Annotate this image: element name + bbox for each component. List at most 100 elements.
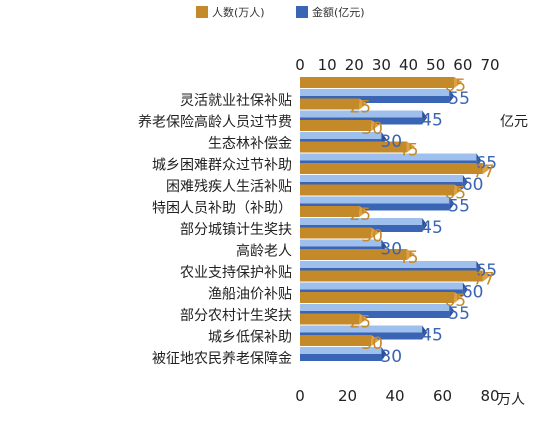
value-label-people: 30 [361, 334, 383, 354]
top-tick-label: 40 [399, 56, 418, 74]
bar-people-tip [454, 292, 463, 303]
bar-amount-tip [449, 304, 455, 318]
category-label: 养老保险高龄人员过节费 [138, 114, 292, 131]
value-label-amount: 45 [421, 218, 443, 238]
value-labels: 6555254530304565776065552545303045657760… [349, 76, 497, 367]
bar-amount [300, 96, 450, 103]
bar-amount-tip [422, 325, 428, 340]
bottom-tick-label: 20 [338, 387, 357, 405]
bar-people [300, 227, 372, 239]
bar-amount-tip [462, 175, 468, 189]
bar-amount-tip [422, 110, 428, 125]
bar-people-tip [482, 270, 491, 282]
legend-label-0: 人数(万人) [212, 6, 265, 19]
bar-amount [300, 354, 382, 361]
category-label: 特困人员补助（补助） [152, 201, 292, 217]
bar-people [300, 163, 483, 174]
top-tick-label: 60 [453, 56, 472, 74]
value-label-amount: 65 [475, 154, 497, 174]
bar-people [300, 77, 455, 88]
category-label: 部分农村计生奖扶 [180, 307, 292, 324]
value-label-amount: 55 [448, 89, 470, 109]
bar-people-tip [359, 313, 368, 325]
bar-people-tip [359, 206, 368, 217]
category-label: 渔船油价补贴 [208, 287, 292, 303]
category-labels: 灵活就业社保补贴养老保险高龄人员过节费生态林补偿金城乡困难群众过节补助困难残疾人… [138, 93, 292, 367]
bar-people [300, 313, 360, 325]
bar-people [300, 292, 455, 303]
bar-amount-tip [422, 218, 428, 232]
bar-amount-highlight [300, 218, 423, 225]
category-label: 城乡困难群众过节补助 [152, 158, 292, 174]
bar-people [300, 335, 372, 346]
bar-amount-highlight [300, 110, 423, 118]
bar-amount-highlight [300, 239, 382, 247]
value-label-people: 65 [444, 76, 466, 96]
bar-amount-tip [449, 196, 455, 211]
top-axis-unit-label: 亿元 [500, 114, 528, 130]
bar-amount-highlight [300, 175, 463, 182]
bar-people-tip [371, 335, 380, 346]
bar-amount-highlight [300, 153, 477, 161]
bar-amount-highlight [300, 89, 450, 96]
bottom-axis-unit-label: 万人 [497, 392, 525, 408]
value-label-people: 25 [349, 313, 371, 333]
bottom-tick-label: 60 [433, 387, 452, 405]
bar-people [300, 249, 407, 260]
bar-people-tip [406, 249, 415, 260]
bar-people-tip [371, 120, 380, 131]
category-label: 困难残疾人生活补贴 [166, 179, 292, 195]
top-tick-label: 20 [345, 56, 364, 74]
value-label-people: 45 [397, 141, 419, 161]
bar-amount-highlight [300, 304, 450, 311]
value-label-amount: 60 [462, 283, 484, 303]
bar-amount-tip [449, 89, 455, 103]
bars [300, 77, 491, 361]
bar-amount-highlight [300, 347, 382, 354]
legend-swatch-0 [196, 6, 208, 18]
bar-amount-highlight [300, 132, 382, 139]
legend-swatch-1 [296, 6, 308, 18]
value-label-amount: 45 [421, 111, 443, 131]
bar-people-tip [406, 141, 415, 153]
top-tick-label: 0 [295, 56, 305, 74]
bottom-tick-label: 40 [385, 387, 404, 405]
value-label-people: 77 [473, 162, 495, 182]
top-tick-label: 30 [372, 56, 391, 74]
top-tick-label: 70 [480, 56, 499, 74]
bar-people-tip [454, 184, 463, 196]
top-axis: 0 10 20 30 40 50 60 70 亿元 [295, 56, 528, 130]
value-label-people: 45 [397, 248, 419, 268]
legend-label-1: 金额(亿元) [312, 5, 365, 19]
category-label: 被征地农民养老保障金 [152, 351, 292, 367]
bar-amount [300, 203, 450, 211]
bar-amount-highlight [300, 196, 450, 204]
value-label-amount: 30 [380, 240, 402, 260]
bar-people [300, 120, 372, 131]
bar-people [300, 270, 483, 282]
bar-amount-highlight [300, 261, 477, 268]
value-label-amount: 45 [421, 326, 443, 346]
category-label: 生态林补偿金 [208, 136, 292, 152]
bottom-tick-label: 80 [480, 387, 499, 405]
top-tick-label: 10 [318, 56, 337, 74]
bar-amount-highlight [300, 282, 463, 290]
value-label-amount: 65 [475, 261, 497, 281]
category-label: 灵活就业社保补贴 [180, 93, 292, 109]
value-label-people: 30 [361, 119, 383, 139]
value-label-people: 65 [444, 184, 466, 204]
value-label-amount: 55 [448, 197, 470, 217]
bar-people-tip [482, 163, 491, 174]
value-label-amount: 55 [448, 304, 470, 324]
category-label: 高龄老人 [236, 243, 292, 260]
value-label-people: 30 [361, 227, 383, 247]
value-label-people: 25 [349, 205, 371, 225]
category-label: 城乡低保补助 [208, 330, 292, 346]
bar-people [300, 206, 360, 217]
category-label: 农业支持保护补贴 [180, 265, 292, 281]
legend: 人数(万人) 金额(亿元) [196, 5, 365, 19]
value-label-amount: 60 [462, 175, 484, 195]
value-label-people: 65 [444, 291, 466, 311]
top-tick-label: 50 [426, 56, 445, 74]
